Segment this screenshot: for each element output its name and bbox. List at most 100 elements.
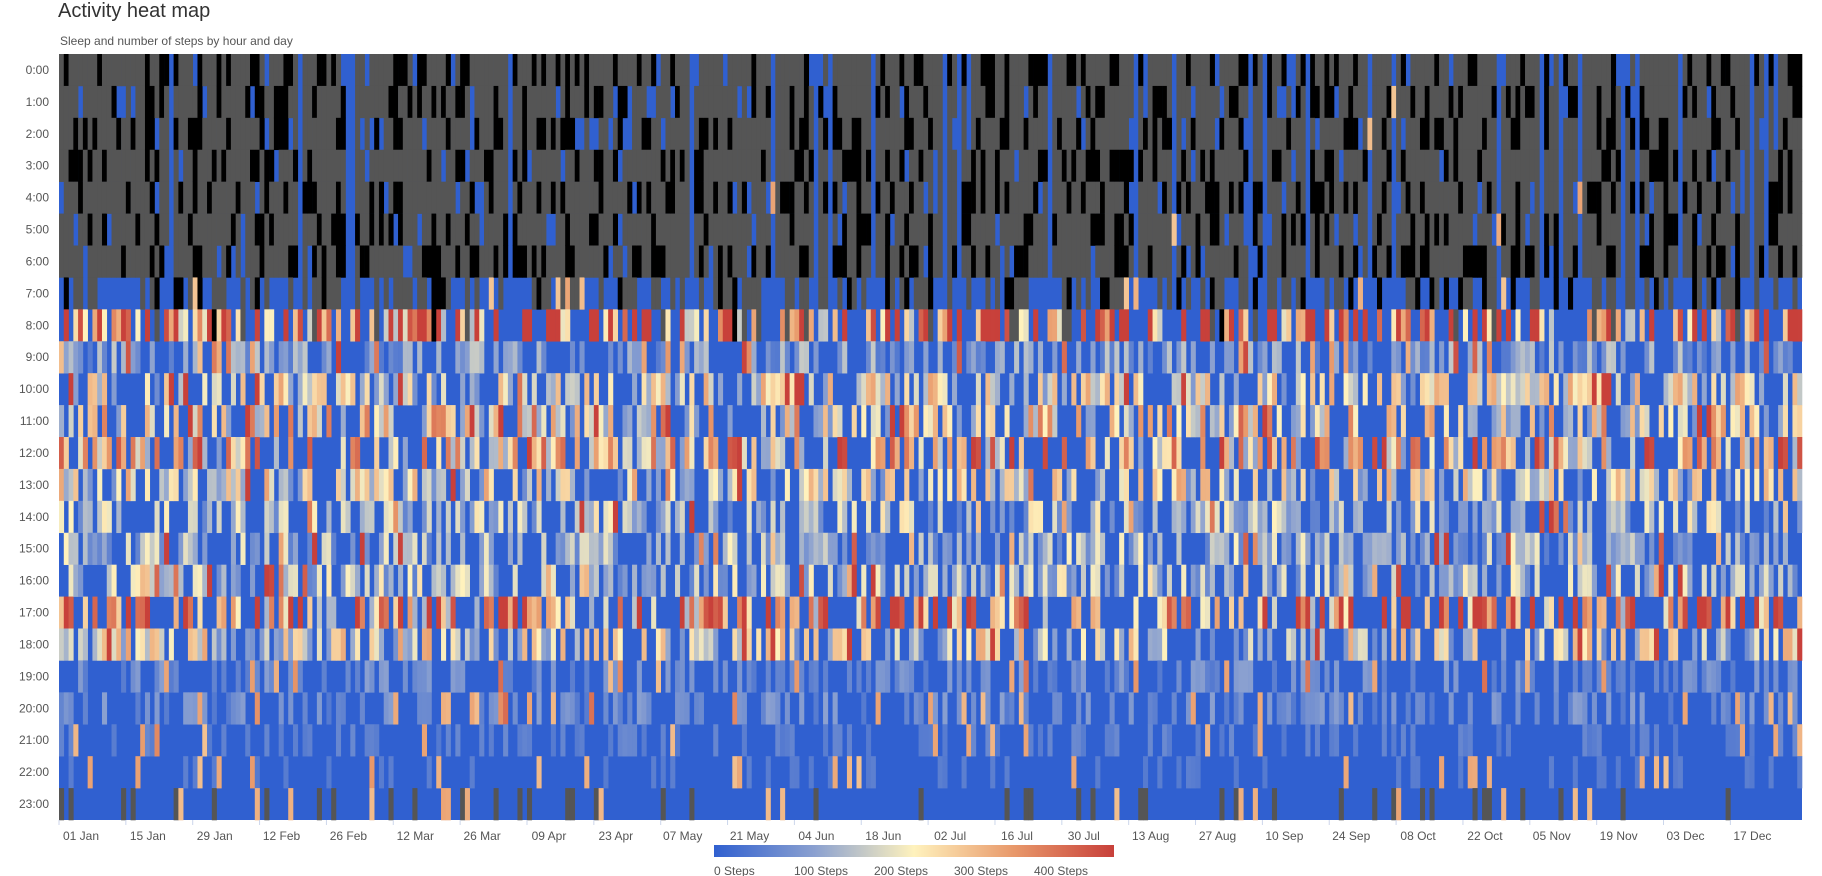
heatmap-cell (1610, 245, 1617, 278)
heatmap-cell (235, 341, 241, 374)
heatmap-cell (569, 117, 576, 151)
heatmap-cell (1458, 117, 1464, 151)
heatmap-cell (292, 660, 299, 693)
heatmap-cell (226, 309, 232, 342)
heatmap-cell (441, 309, 447, 342)
heatmap-cell (1644, 117, 1650, 151)
heatmap-cell (880, 117, 886, 151)
heatmap-cell (1634, 628, 1640, 661)
heatmap-cell (932, 405, 938, 438)
heatmap-cell (173, 54, 179, 87)
heatmap-cell (1558, 437, 1564, 470)
heatmap-cell (197, 277, 203, 310)
heatmap-cell (531, 660, 537, 693)
heatmap-cell (278, 692, 284, 725)
heatmap-cell (612, 692, 619, 725)
heatmap-cell (1515, 213, 1521, 246)
heatmap-cell (546, 149, 552, 182)
heatmap-cell (1448, 692, 1454, 725)
heatmap-cell (918, 437, 924, 470)
heatmap-cell (197, 437, 203, 470)
heatmap-cell (1080, 309, 1086, 342)
heatmap-cell (393, 500, 399, 534)
heatmap-cell (116, 213, 122, 246)
heatmap-cell (1696, 341, 1703, 374)
heatmap-cell (1634, 405, 1640, 438)
heatmap-cell (899, 213, 905, 246)
heatmap-cell (1123, 660, 1129, 693)
heatmap-cell (412, 628, 418, 661)
heatmap-cell (393, 85, 399, 119)
heatmap-cell (1042, 437, 1048, 470)
heatmap-cell (818, 468, 824, 502)
heatmap-cell (211, 756, 217, 789)
heatmap-cell (1439, 500, 1445, 534)
heatmap-cell (230, 468, 236, 502)
heatmap-cell (531, 54, 537, 87)
heatmap-cell (818, 85, 824, 119)
heatmap-cell (211, 181, 217, 214)
heatmap-cell (1228, 213, 1235, 246)
heatmap-cell (1505, 532, 1512, 565)
heatmap-cell (842, 628, 848, 661)
heatmap-cell (555, 405, 561, 438)
heatmap-cell (154, 532, 160, 565)
heatmap-cell (1123, 54, 1129, 87)
heatmap-cell (378, 628, 385, 661)
heatmap-cell (1553, 213, 1559, 246)
heatmap-cell (1353, 245, 1359, 278)
heatmap-cell (450, 149, 456, 182)
heatmap-cell (498, 660, 504, 693)
heatmap-cell (101, 405, 108, 438)
heatmap-cell (608, 373, 614, 406)
heatmap-cell (780, 500, 786, 534)
heatmap-cell (1525, 532, 1531, 565)
heatmap-cell (197, 149, 203, 182)
heatmap-cell (694, 341, 700, 374)
heatmap-cell (101, 85, 108, 119)
heatmap-cell (426, 85, 432, 119)
heatmap-cell (1482, 277, 1488, 310)
heatmap-cell (1381, 85, 1387, 119)
heatmap-cell (522, 181, 528, 214)
heatmap-cell (985, 85, 991, 119)
heatmap-cell (173, 181, 179, 214)
heatmap-cell (211, 245, 217, 278)
heatmap-cell (235, 500, 241, 534)
heatmap-cell (235, 181, 241, 214)
heatmap-cell (980, 309, 986, 342)
heatmap-cell (412, 596, 418, 629)
heatmap-cell (760, 532, 767, 565)
heatmap-cell (1467, 85, 1473, 119)
heatmap-cell (1400, 54, 1406, 87)
heatmap-cell (307, 564, 313, 597)
heatmap-cell (875, 213, 881, 246)
heatmap-cell (1248, 341, 1254, 374)
heatmap-cell (1166, 213, 1172, 246)
heatmap-cell (541, 85, 547, 119)
heatmap-cell (1587, 788, 1593, 821)
heatmap-cell (1563, 373, 1569, 406)
heatmap-cell (732, 468, 738, 502)
heatmap-cell (101, 500, 108, 534)
heatmap-cell (574, 532, 580, 565)
heatmap-cell (374, 341, 380, 374)
heatmap-cell (1181, 181, 1187, 214)
heatmap-cell (407, 532, 413, 565)
heatmap-cell (1104, 660, 1110, 693)
heatmap-cell (1639, 468, 1645, 502)
heatmap-cell (197, 341, 203, 374)
heatmap-cell (245, 405, 251, 438)
heatmap-cell (68, 468, 74, 502)
heatmap-cell (1462, 532, 1469, 565)
heatmap-cell (1200, 660, 1206, 693)
heatmap-cell (1295, 117, 1301, 151)
heatmap-cell (1281, 213, 1287, 246)
heatmap-cell (1682, 660, 1688, 693)
heatmap-cell (655, 277, 661, 310)
heatmap-cell (1482, 213, 1488, 246)
heatmap-cell (1515, 309, 1521, 342)
heatmap-cell (1610, 213, 1617, 246)
heatmap-cell (135, 756, 141, 789)
heatmap-cell (1209, 54, 1215, 87)
